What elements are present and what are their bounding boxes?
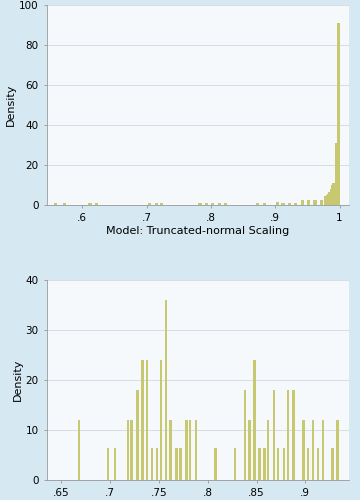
Bar bbox=[130, 420, 133, 480]
Bar bbox=[283, 448, 285, 480]
Bar bbox=[175, 448, 178, 480]
Bar bbox=[136, 390, 139, 480]
Bar bbox=[234, 448, 236, 480]
Bar bbox=[332, 448, 334, 480]
Bar bbox=[160, 360, 162, 480]
Bar bbox=[302, 420, 305, 480]
Bar bbox=[312, 420, 314, 480]
Bar bbox=[156, 448, 158, 480]
Bar bbox=[314, 200, 317, 204]
Bar bbox=[267, 420, 269, 480]
Bar bbox=[336, 420, 339, 480]
Bar bbox=[328, 192, 332, 204]
X-axis label: Model: Truncated-normal Scaling: Model: Truncated-normal Scaling bbox=[106, 226, 290, 235]
Bar bbox=[307, 448, 310, 480]
Bar bbox=[275, 202, 279, 204]
Bar bbox=[114, 448, 116, 480]
Bar bbox=[248, 420, 251, 480]
Bar bbox=[301, 200, 304, 204]
Bar bbox=[127, 420, 129, 480]
Bar bbox=[331, 184, 334, 204]
Bar bbox=[326, 194, 329, 204]
Bar bbox=[329, 188, 333, 204]
Bar bbox=[244, 390, 246, 480]
Bar bbox=[263, 448, 266, 480]
Bar bbox=[151, 448, 153, 480]
Bar bbox=[317, 448, 319, 480]
Bar bbox=[107, 448, 109, 480]
Bar bbox=[333, 184, 337, 204]
Bar bbox=[277, 448, 279, 480]
Bar bbox=[146, 360, 148, 480]
Bar bbox=[321, 420, 324, 480]
Bar bbox=[185, 420, 188, 480]
Y-axis label: Density: Density bbox=[6, 84, 16, 126]
Bar bbox=[258, 448, 261, 480]
Bar bbox=[307, 200, 310, 204]
Bar bbox=[170, 420, 172, 480]
Bar bbox=[320, 200, 323, 204]
Bar bbox=[78, 420, 80, 480]
Bar bbox=[165, 300, 167, 480]
Bar bbox=[335, 142, 338, 204]
Bar bbox=[189, 420, 192, 480]
Bar bbox=[327, 194, 330, 204]
Y-axis label: Density: Density bbox=[13, 359, 23, 402]
Bar bbox=[337, 23, 340, 204]
Bar bbox=[179, 448, 182, 480]
Bar bbox=[141, 360, 144, 480]
Bar bbox=[195, 420, 197, 480]
Bar bbox=[253, 360, 256, 480]
Bar bbox=[292, 390, 295, 480]
Bar bbox=[287, 390, 289, 480]
Bar bbox=[324, 196, 327, 204]
Bar bbox=[214, 448, 217, 480]
Bar bbox=[273, 390, 275, 480]
Bar bbox=[332, 182, 336, 204]
